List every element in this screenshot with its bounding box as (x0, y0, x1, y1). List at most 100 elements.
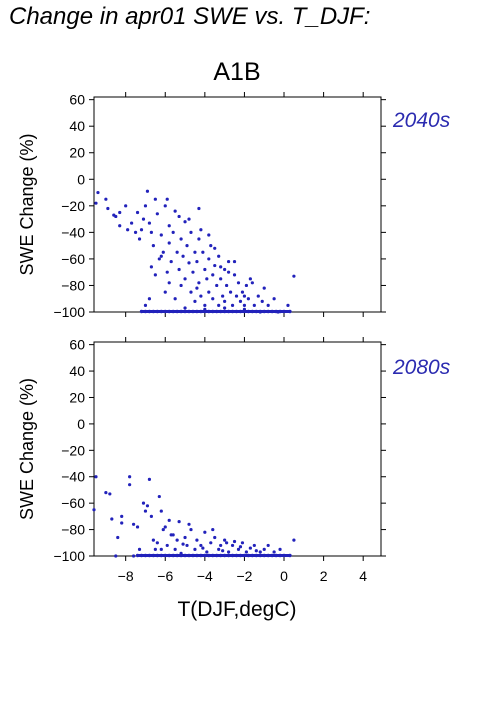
scatter-point-floor (211, 309, 215, 314)
scatter-point-floor (167, 309, 171, 314)
scatter-point (199, 543, 203, 548)
scatter-point-floor (262, 553, 266, 558)
scatter-point (203, 530, 207, 534)
period-label-2080s: 2080s (392, 356, 451, 379)
scatter-point (262, 286, 266, 290)
y-tick-label: 20 (69, 145, 85, 161)
scatter-point (165, 197, 169, 201)
scatter-point-floor (278, 309, 282, 314)
scatter-point (211, 273, 215, 277)
scatter-point-floor (195, 553, 199, 558)
scatter-point-floor (238, 553, 243, 558)
scatter-point (193, 250, 197, 254)
scatter-point (201, 546, 205, 550)
scatter-points (94, 189, 296, 314)
scatter-point (147, 477, 152, 481)
scatter-point (240, 541, 245, 545)
scatter-point (135, 525, 140, 529)
scatter-point (167, 281, 171, 285)
scatter-point (272, 297, 276, 301)
x-tick-label: −2 (236, 568, 252, 584)
scatter-point (203, 267, 207, 272)
plot-frame (93, 341, 382, 557)
scatter-point-floor (203, 309, 207, 314)
y-tick-label: 0 (77, 416, 85, 432)
scatter-point (141, 217, 146, 221)
scatter-point (244, 283, 249, 288)
scatter-point-floor (159, 309, 163, 314)
x-tick-label: 2 (320, 568, 328, 584)
x-axis-title: T(DJF,degC) (177, 598, 296, 621)
scatter-point (223, 299, 227, 303)
scatter-point-floor (218, 553, 223, 558)
scatter-point (173, 209, 177, 213)
scatter-point-floor (195, 309, 199, 314)
scatter-point-floor (242, 553, 247, 558)
scatter-point (223, 267, 227, 272)
scatter-point (149, 230, 153, 234)
y-tick-label: −60 (61, 251, 85, 267)
scatter-point (278, 547, 282, 551)
scatter-point (230, 303, 235, 307)
scatter-point-floor (143, 553, 148, 558)
scatter-point-floor (207, 309, 211, 314)
scatter-point (240, 290, 245, 294)
scatter-points (92, 475, 296, 558)
scatter-point (179, 283, 183, 288)
scatter-point (244, 550, 249, 554)
scatter-point-floor (230, 309, 235, 314)
scatter-point (143, 303, 148, 307)
y-tick-label: −40 (61, 469, 85, 485)
y-tick-label: −60 (61, 495, 85, 511)
y-tick-label: −80 (61, 277, 85, 293)
scatter-point (234, 294, 239, 298)
scatter-point (193, 299, 197, 303)
scatter-point (118, 210, 122, 215)
scatter-point (159, 233, 163, 237)
scatter-point (139, 228, 144, 232)
scatter-point (126, 228, 130, 232)
scatter-point (155, 541, 159, 545)
scatter-point (135, 210, 140, 215)
scatter-point (215, 283, 219, 288)
scatter-point (266, 303, 270, 307)
x-tick-label: 0 (280, 568, 288, 584)
scatter-point (114, 554, 118, 558)
chart-main-title: Change in apr01 SWE vs. T_DJF: (9, 3, 371, 30)
scatter-point (118, 224, 122, 228)
scatter-point (171, 230, 175, 234)
y-tick-label: −40 (61, 224, 85, 240)
scatter-point (108, 492, 112, 496)
scatter-point (246, 297, 250, 301)
scatter-point-floor (234, 553, 239, 558)
scatter-point (189, 290, 193, 294)
scatter-point (213, 246, 217, 250)
scatter-point (193, 547, 197, 551)
scatter-point (143, 509, 148, 513)
scatter-point-floor (191, 553, 195, 558)
x-tick-label: −4 (197, 568, 213, 584)
scatter-point (145, 504, 150, 508)
scatter-point (230, 543, 235, 548)
scatter-point (173, 297, 177, 301)
scatter-point-floor (258, 309, 262, 314)
y-tick-label: 20 (69, 389, 85, 405)
scatter-point (161, 527, 165, 532)
y-tick-label: −20 (61, 442, 85, 458)
scatter-point (165, 270, 169, 274)
scatter-point-floor (218, 309, 223, 314)
scatter-point (104, 197, 108, 201)
scatter-point (147, 221, 152, 225)
scatter-point-floor (183, 309, 187, 314)
scatter-point (205, 550, 209, 554)
scatter-point (238, 299, 243, 303)
scatter-point (143, 204, 148, 208)
y-tick-label: 60 (69, 92, 85, 108)
scatter-point (225, 283, 229, 288)
scatter-point (248, 546, 252, 550)
scatter-point (252, 543, 256, 548)
scatter-point-floor (250, 309, 255, 314)
scatter-point-floor (226, 553, 231, 558)
scatter-point-floor (183, 553, 187, 558)
scatter-point (211, 527, 215, 532)
